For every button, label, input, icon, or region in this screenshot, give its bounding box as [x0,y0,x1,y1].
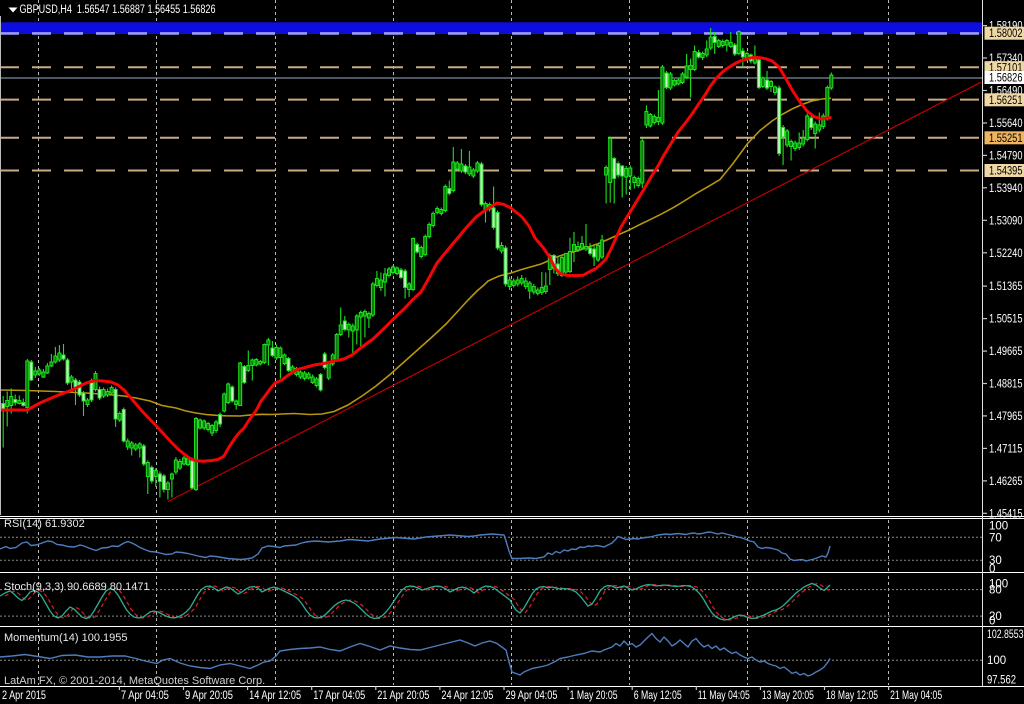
svg-text:2 Apr 2015: 2 Apr 2015 [2,690,46,702]
svg-text:1.45415: 1.45415 [989,508,1023,520]
svg-text:1.58190: 1.58190 [989,21,1023,33]
svg-text:9 Apr 20:05: 9 Apr 20:05 [185,690,233,702]
svg-text:13 May 20:05: 13 May 20:05 [762,690,814,702]
svg-text:1.55251: 1.55251 [989,133,1023,145]
svg-text:1.53940: 1.53940 [989,183,1023,195]
svg-text:LatAm FX, © 2001-2014, MetaQuo: LatAm FX, © 2001-2014, MetaQuotes Softwa… [4,675,265,687]
svg-text:24 Apr 12:05: 24 Apr 12:05 [441,690,493,702]
svg-text:102.8553: 102.8553 [987,629,1024,641]
svg-text:1.50515: 1.50515 [989,314,1023,326]
svg-text:6 May 12:05: 6 May 12:05 [634,690,682,702]
svg-text:17 Apr 04:05: 17 Apr 04:05 [313,690,365,702]
svg-text:100: 100 [989,521,1008,533]
svg-text:1.48815: 1.48815 [989,379,1023,391]
svg-text:80: 80 [989,585,1002,597]
svg-text:1.52240: 1.52240 [989,248,1023,260]
svg-text:1.55640: 1.55640 [989,118,1023,130]
svg-text:1.47965: 1.47965 [989,411,1023,423]
svg-text:GBPUSD,H4 1.56547 1.56887 1.5: GBPUSD,H4 1.56547 1.56887 1.56455 1.5682… [20,4,216,16]
svg-text:1.56251: 1.56251 [989,95,1023,107]
svg-text:1.58002: 1.58002 [989,28,1023,40]
svg-text:70: 70 [989,532,1002,544]
svg-text:1.56826: 1.56826 [989,73,1023,85]
svg-text:1.46265: 1.46265 [989,476,1023,488]
svg-text:Stoch(9,3,3) 90.6689 80.1471: Stoch(9,3,3) 90.6689 80.1471 [4,581,150,593]
svg-text:1 May 20:05: 1 May 20:05 [570,690,618,702]
svg-text:1.53090: 1.53090 [989,215,1023,227]
svg-text:100: 100 [989,579,1008,591]
svg-text:11 May 04:05: 11 May 04:05 [698,690,750,702]
svg-text:18 May 12:05: 18 May 12:05 [826,690,878,702]
svg-text:14 Apr 12:05: 14 Apr 12:05 [249,690,301,702]
svg-text:0: 0 [989,616,995,628]
svg-text:Momentum(14) 100.1955: Momentum(14) 100.1955 [4,632,128,644]
svg-text:29 Apr 04:05: 29 Apr 04:05 [506,690,558,702]
svg-text:1.54790: 1.54790 [989,150,1023,162]
svg-text:21 Apr 20:05: 21 Apr 20:05 [377,690,429,702]
svg-text:21 May 04:05: 21 May 04:05 [890,690,942,702]
svg-text:97.562: 97.562 [987,675,1016,687]
svg-text:100: 100 [987,655,1006,667]
svg-text:1.54395: 1.54395 [989,166,1023,178]
svg-text:20: 20 [989,611,1002,623]
svg-text:1.47115: 1.47115 [989,443,1023,455]
svg-text:1.49665: 1.49665 [989,346,1023,358]
svg-text:RSI(14) 61.9302: RSI(14) 61.9302 [4,518,85,530]
svg-text:7 Apr 04:05: 7 Apr 04:05 [121,690,169,702]
svg-text:0: 0 [989,564,995,576]
svg-text:30: 30 [989,555,1002,567]
svg-text:1.51365: 1.51365 [989,281,1023,293]
